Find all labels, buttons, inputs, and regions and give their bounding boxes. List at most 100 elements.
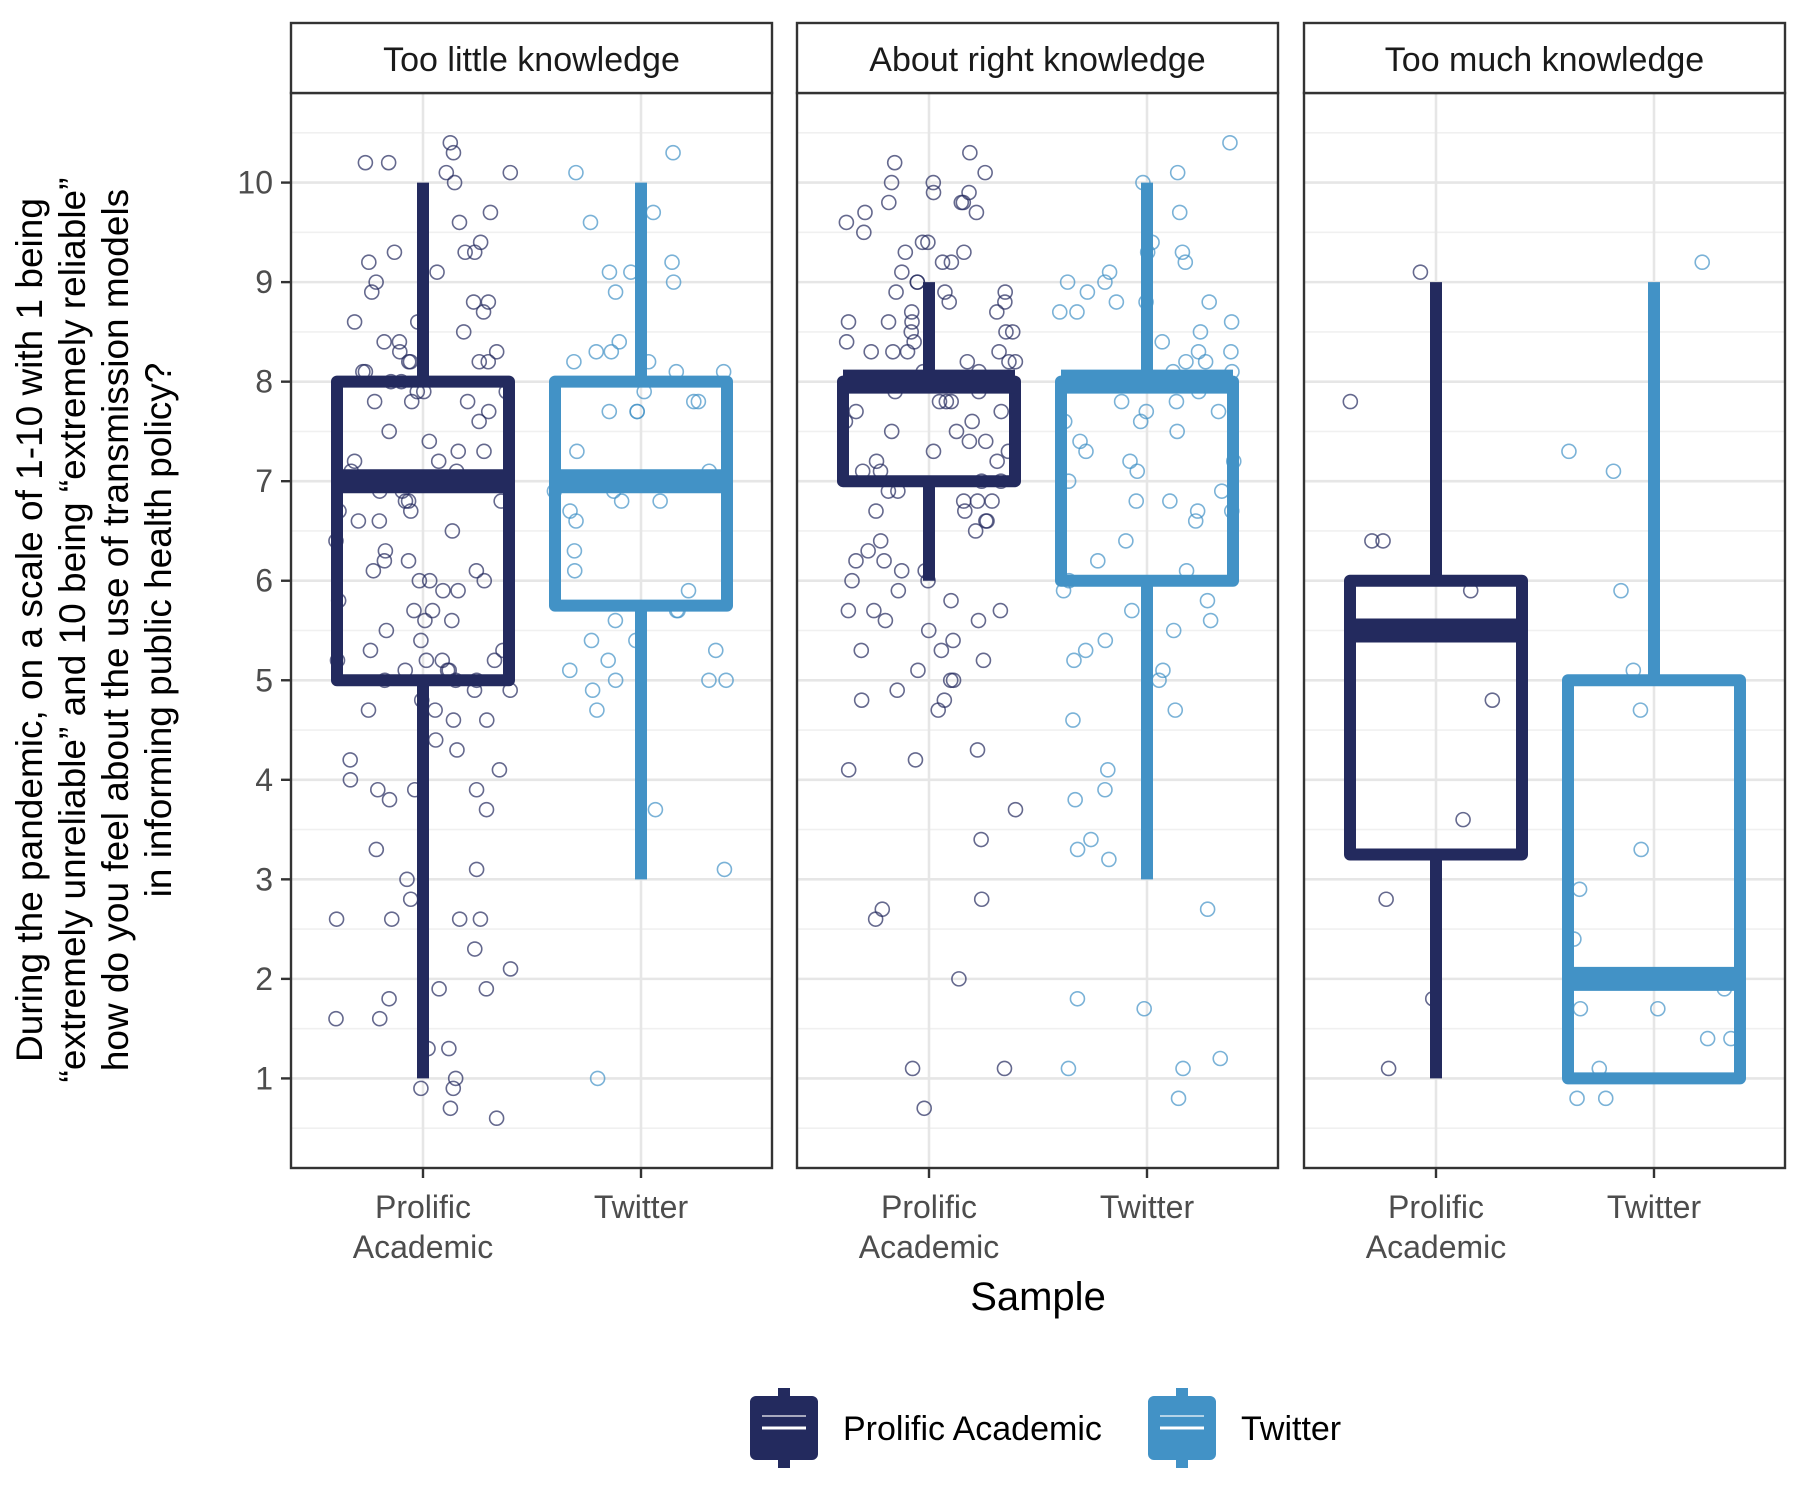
data-point: [894, 264, 910, 280]
data-point: [886, 154, 903, 171]
data-point: [838, 334, 855, 350]
data-point: [920, 622, 937, 639]
data-point: [366, 393, 383, 410]
data-point: [888, 284, 904, 300]
data-point: [450, 582, 466, 599]
data-point: [925, 184, 942, 201]
data-point: [1170, 1090, 1187, 1107]
data-point: [1118, 533, 1134, 549]
data-point: [380, 154, 397, 171]
data-point: [441, 1040, 457, 1057]
data-point: [925, 174, 942, 191]
data-point: [361, 254, 377, 271]
data-point: [446, 174, 463, 191]
data-point: [445, 1080, 462, 1097]
data-point: [1613, 582, 1629, 599]
y-tick-label: 2: [255, 961, 273, 997]
data-point: [1167, 702, 1184, 718]
y-tick-label: 8: [255, 364, 273, 400]
data-point: [1484, 692, 1501, 708]
data-point: [1177, 254, 1194, 271]
data-point: [1069, 841, 1086, 858]
data-point: [920, 234, 936, 251]
data-point: [907, 752, 924, 768]
data-point: [943, 393, 959, 410]
data-point: [400, 553, 417, 569]
data-point: [451, 214, 468, 231]
data-point: [442, 134, 459, 151]
data-point: [468, 781, 485, 798]
data-point: [468, 861, 485, 878]
data-point: [444, 523, 461, 539]
data-point: [568, 164, 584, 181]
data-point: [1412, 264, 1429, 280]
data-point: [482, 204, 499, 221]
data-point: [868, 503, 884, 519]
data-point: [381, 791, 398, 808]
data-point: [916, 1100, 932, 1117]
data-point: [1069, 990, 1086, 1007]
data-point: [569, 443, 585, 460]
data-point: [890, 582, 907, 599]
data-point: [413, 632, 429, 649]
data-point: [955, 493, 972, 509]
data-point: [959, 353, 976, 370]
data-point: [488, 343, 505, 360]
data-point: [904, 314, 920, 330]
data-point: [471, 353, 488, 370]
data-point: [1605, 463, 1622, 480]
data-point: [942, 672, 959, 689]
data-point: [603, 343, 620, 360]
data-point: [1155, 662, 1171, 679]
boxplot: [1562, 282, 1746, 1085]
data-point: [893, 562, 910, 579]
data-point: [472, 911, 489, 927]
data-point: [411, 572, 428, 589]
data-point: [475, 304, 492, 320]
data-point: [880, 314, 897, 330]
data-point: [377, 543, 394, 559]
data-point: [889, 682, 905, 699]
data-point: [1175, 1060, 1191, 1077]
data-point: [1079, 284, 1096, 300]
data-point: [368, 274, 384, 290]
data-point: [840, 602, 857, 619]
data-point: [466, 941, 483, 957]
data-point: [930, 702, 947, 718]
data-point: [1223, 343, 1239, 360]
data-point: [346, 314, 363, 330]
data-point: [1007, 353, 1024, 370]
data-point: [883, 423, 900, 440]
data-point: [601, 264, 618, 280]
box-iqr: [331, 375, 515, 687]
data-point: [1633, 841, 1649, 858]
boxplot: [837, 282, 1021, 581]
y-tick-label: 3: [255, 861, 273, 897]
data-point: [363, 284, 380, 300]
data-point: [589, 1070, 606, 1087]
data-point: [566, 562, 583, 579]
data-point: [956, 503, 973, 519]
data-point: [1136, 1000, 1152, 1017]
data-point: [406, 602, 422, 619]
data-point: [914, 234, 931, 251]
x-tick-label: Twitter: [1607, 1189, 1702, 1225]
data-point: [1060, 1060, 1077, 1077]
data-point: [400, 493, 417, 509]
data-point: [607, 612, 624, 629]
data-point: [435, 582, 451, 599]
box-iqr: [1562, 674, 1746, 1085]
facet-panel: Too much knowledge Prolific Academic Twitte…: [1302, 21, 1787, 1265]
data-point: [450, 443, 467, 460]
data-point: [1650, 1000, 1666, 1017]
data-point: [885, 343, 901, 360]
data-point: [989, 453, 1005, 470]
data-point: [478, 712, 495, 728]
data-point: [953, 194, 970, 211]
data-point: [881, 194, 897, 211]
data-point: [566, 543, 583, 559]
data-point: [346, 453, 363, 470]
data-point: [476, 443, 492, 460]
data-point: [399, 871, 415, 888]
